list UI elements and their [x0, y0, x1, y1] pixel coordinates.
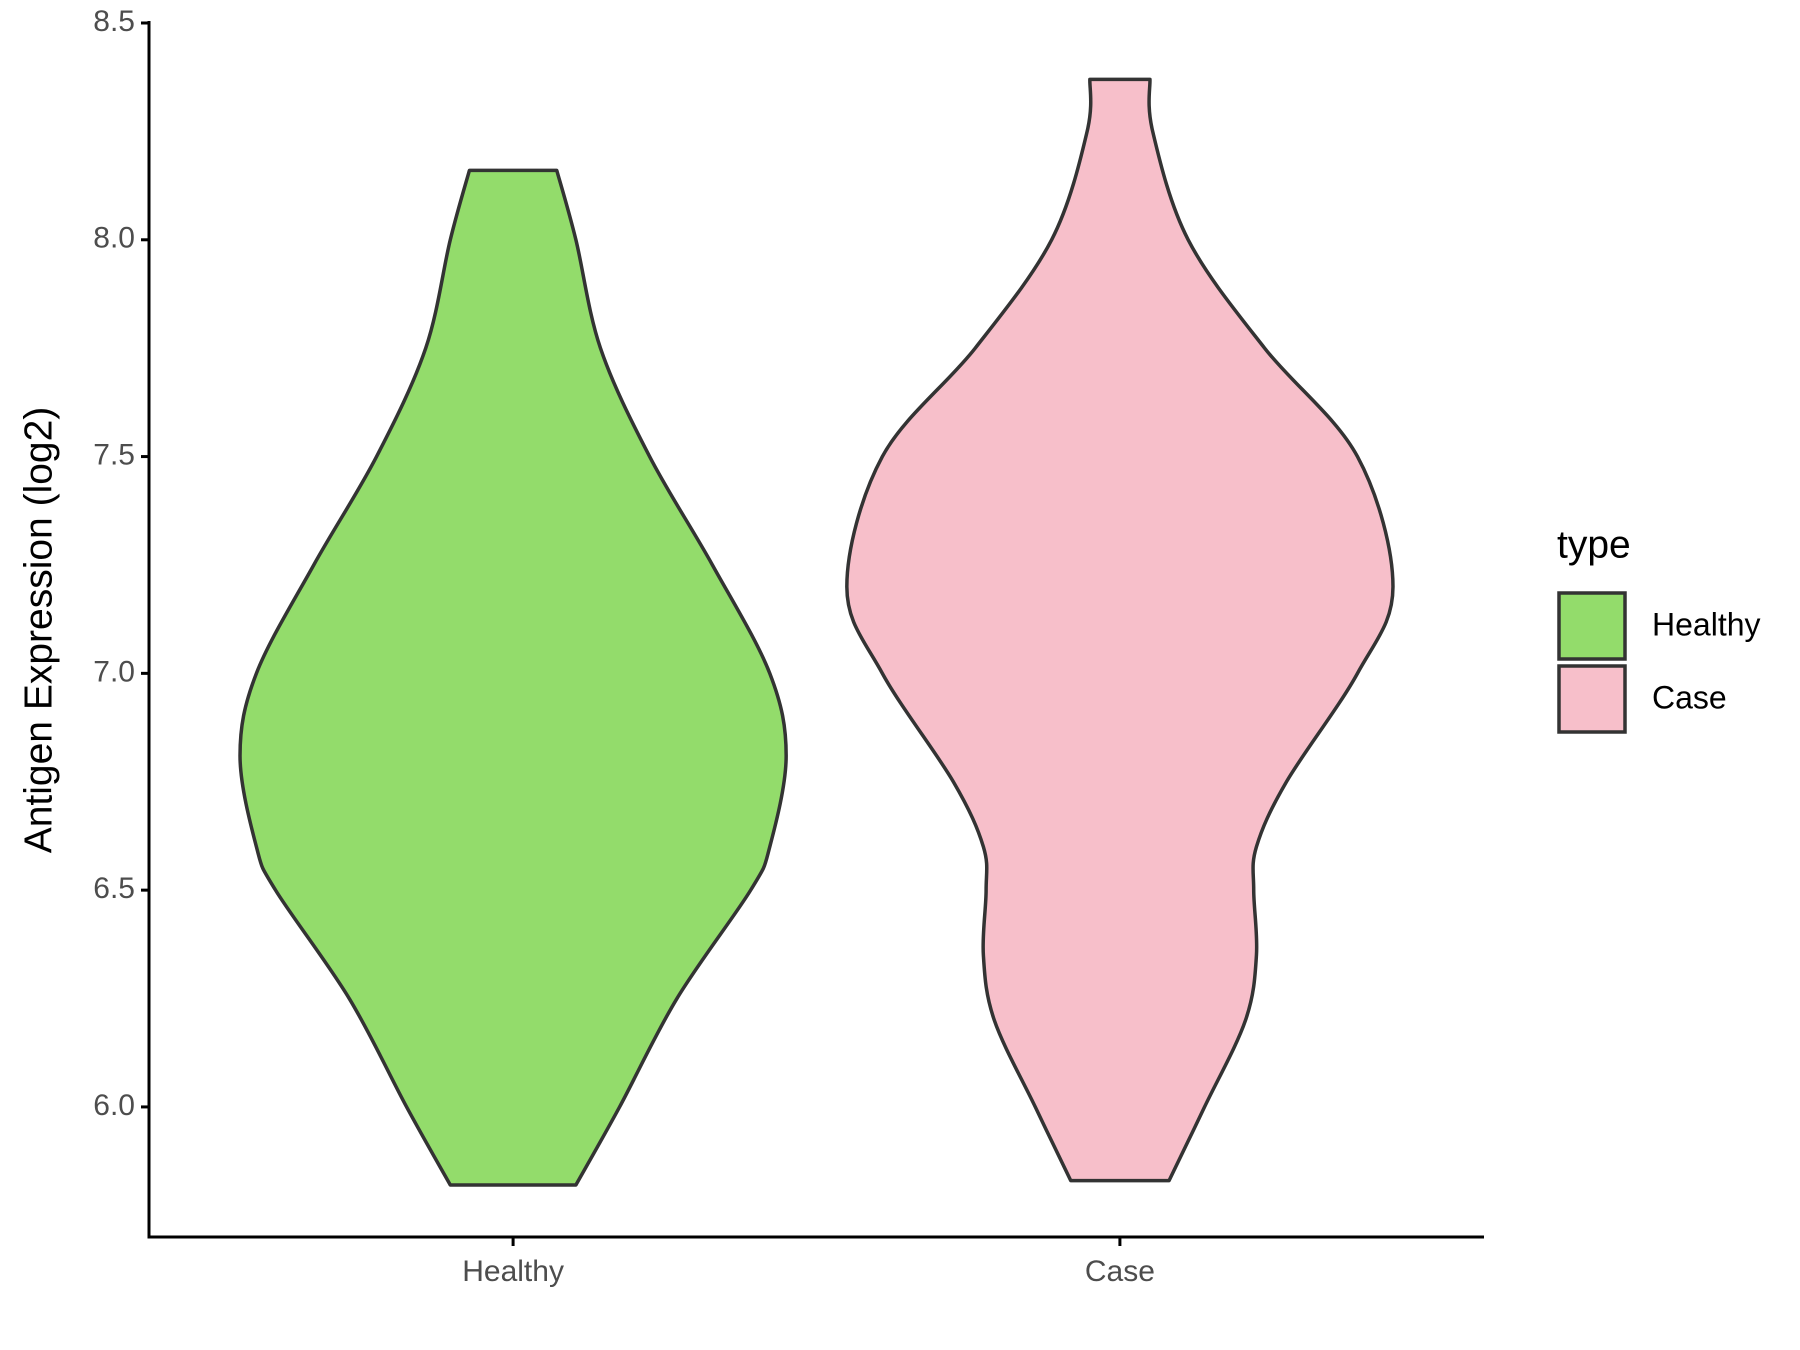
y-tick-label: 7.5	[93, 438, 135, 471]
legend-label: Case	[1652, 679, 1727, 715]
violin	[238, 168, 788, 1187]
y-tick-label: 8.0	[93, 222, 135, 255]
y-tick-label: 6.0	[93, 1089, 135, 1122]
y-tick-label: 7.0	[93, 655, 135, 688]
y-tick-label: 8.5	[93, 5, 135, 38]
y-tick-label: 6.5	[93, 872, 135, 905]
legend-label: Healthy	[1652, 606, 1761, 642]
y-axis-title: Antigen Expression (log2)	[17, 407, 60, 854]
legend-key	[1557, 591, 1627, 661]
legend-key	[1557, 664, 1627, 734]
x-tick-label: Healthy	[462, 1255, 564, 1288]
legend-title: type	[1557, 523, 1631, 566]
x-tick-label: Case	[1085, 1255, 1155, 1288]
violin	[845, 77, 1395, 1183]
